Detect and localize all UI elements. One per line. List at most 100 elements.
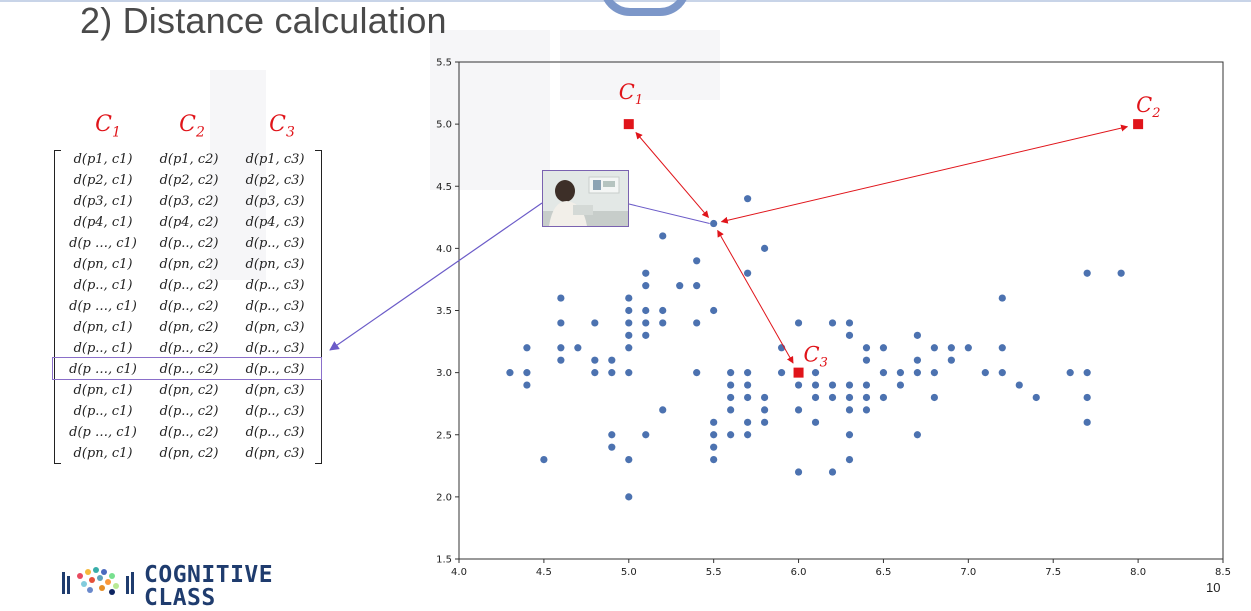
video-thumbnail[interactable] — [542, 170, 629, 227]
data-point — [557, 356, 565, 364]
data-point — [710, 431, 718, 439]
centroid-label: C2 — [1136, 93, 1160, 121]
matrix-cell: d(p.., c3) — [245, 236, 305, 251]
data-point — [761, 244, 769, 252]
data-point — [1083, 369, 1091, 377]
data-point — [794, 468, 803, 476]
matrix-header-c3: C3 — [242, 112, 322, 140]
data-point — [879, 369, 888, 377]
centroid-label: C3 — [804, 343, 828, 371]
data-point — [523, 344, 531, 352]
centroid-label-sub: 1 — [635, 93, 643, 108]
header-c3-sub: 3 — [285, 124, 295, 141]
data-point — [1066, 369, 1074, 377]
data-point — [947, 356, 955, 364]
data-point — [828, 381, 837, 389]
data-point — [591, 356, 599, 364]
matrix-cell: d(p.., c3) — [245, 362, 305, 377]
y-tick-label: 4.0 — [436, 244, 452, 255]
data-point — [642, 282, 650, 290]
y-axis-ticks: 1.5 2.0 2.5 3.0 3.5 4.0 4.5 5.0 5.5 — [436, 58, 459, 566]
data-point — [727, 406, 735, 414]
matrix-cell: d(pn, c2) — [159, 383, 219, 398]
data-point — [540, 456, 548, 464]
x-tick-label: 7.5 — [1045, 567, 1061, 578]
y-tick-label: 2.0 — [436, 492, 452, 503]
data-point — [998, 344, 1006, 352]
y-tick-label: 4.5 — [436, 182, 452, 193]
person-at-desk-image — [543, 171, 628, 226]
matrix-cell: d(p4, c2) — [159, 215, 219, 230]
data-point — [862, 406, 871, 414]
matrix-cell: d(p.., c1) — [73, 341, 133, 356]
brain-logo-icon — [62, 567, 134, 595]
data-point — [557, 344, 565, 352]
matrix-row: d(p1, c1) d(p1, c2) d(p1, c3) — [60, 150, 316, 171]
data-point — [1032, 393, 1040, 402]
header-c2-sub: 2 — [195, 124, 205, 141]
x-tick-label: 4.0 — [451, 567, 467, 578]
y-tick-label: 2.5 — [436, 430, 452, 441]
data-point — [608, 356, 616, 364]
data-point — [710, 418, 718, 426]
matrix-cell: d(p2, c3) — [245, 173, 305, 188]
data-point — [828, 393, 837, 402]
y-tick-label: 3.5 — [436, 306, 452, 317]
matrix-cell: d(p.., c2) — [159, 236, 219, 251]
centroid-label-base: C — [619, 80, 635, 104]
watermark-shape-3 — [560, 30, 720, 100]
matrix-cell: d(pn, c1) — [73, 320, 133, 335]
data-point — [862, 344, 871, 352]
matrix-cell: d(pn, c2) — [159, 446, 219, 461]
matrix-row: d(p3, c1) d(p3, c2) d(p3, c3) — [60, 192, 316, 213]
data-point — [845, 331, 854, 339]
data-point — [1083, 418, 1091, 426]
matrix-row: d(p.., c1) d(p.., c2) d(p.., c3) — [60, 276, 316, 297]
centroid-label-base: C — [804, 343, 820, 367]
data-point — [625, 294, 633, 302]
distance-arrows — [329, 124, 1129, 364]
logo-text-line2: CLASS — [144, 585, 216, 611]
matrix-bracket-right — [315, 150, 322, 464]
data-point — [523, 381, 531, 389]
matrix-row: d(p …, c1) d(p.., c2) d(p.., c3) — [60, 423, 316, 444]
y-tick-label: 5.5 — [436, 58, 452, 69]
matrix-cell: d(p.., c3) — [245, 299, 305, 314]
data-point — [1083, 393, 1091, 402]
data-point — [964, 344, 972, 352]
matrix-cell: d(p …, c1) — [69, 362, 137, 377]
data-point — [557, 294, 565, 302]
data-point — [744, 369, 752, 377]
data-point — [642, 269, 650, 277]
data-point — [947, 344, 955, 352]
matrix-cell: d(p3, c1) — [73, 194, 133, 209]
data-point — [557, 319, 565, 327]
data-point — [913, 369, 922, 377]
data-point — [1083, 269, 1091, 277]
data-point — [845, 456, 854, 464]
data-point — [811, 381, 820, 389]
matrix-cell: d(p.., c2) — [159, 362, 219, 377]
x-tick-label: 6.5 — [875, 567, 891, 578]
data-point — [642, 319, 650, 327]
data-point — [744, 418, 752, 426]
data-point — [794, 319, 803, 327]
data-point — [625, 306, 633, 315]
x-axis-ticks: 4.0 4.5 5.0 5.5 6.0 6.5 7.0 7.5 8.0 8.5 — [451, 559, 1231, 578]
centroid-label-sub: 3 — [820, 356, 828, 371]
data-point — [625, 369, 633, 377]
distance-arrow — [720, 124, 1129, 224]
data-point — [727, 431, 735, 439]
matrix-cell: d(pn, c1) — [73, 446, 133, 461]
x-tick-label: 5.0 — [621, 567, 637, 578]
data-point — [811, 393, 820, 402]
data-point — [710, 306, 718, 315]
matrix-row: d(p2, c1) d(p2, c2) d(p2, c3) — [60, 171, 316, 192]
matrix-row: d(p …, c1) d(p.., c2) d(p.., c3) — [60, 297, 316, 318]
data-point — [913, 431, 922, 439]
data-point — [693, 257, 701, 265]
data-point — [659, 319, 667, 327]
header-c2-base: C — [179, 112, 196, 137]
centroid-marker — [623, 119, 634, 130]
matrix-cell: d(pn, c3) — [245, 446, 305, 461]
